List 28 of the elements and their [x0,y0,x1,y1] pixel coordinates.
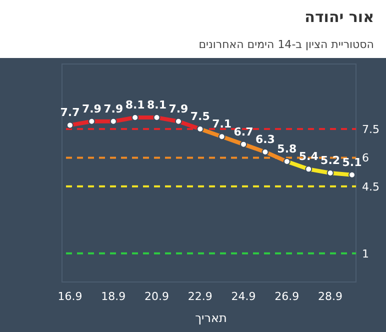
x-tick-label: 28.9 [318,290,343,303]
x-tick-label: 22.9 [188,290,212,303]
data-label: 8.1 [147,98,167,112]
chart-subtitle: הסטוריית הציון ב-14 הימים האחרונים [198,38,374,51]
data-label: 5.4 [298,150,319,164]
data-label: 5.2 [320,154,340,167]
data-label: 7.5 [190,110,210,124]
data-label: 6.3 [255,132,275,146]
x-tick-label: 20.9 [144,290,170,303]
ref-line-label: 7.5 [362,123,380,136]
ref-line-label: 6 [362,152,369,165]
chart-title: אור יהודה [304,8,374,26]
data-label: 7.9 [168,102,188,116]
data-label: 5.8 [277,142,297,156]
data-label: 5.1 [342,156,362,169]
ref-line-label: 4.5 [362,180,380,194]
data-label: 8.1 [125,98,145,112]
data-label: 6.7 [234,125,254,138]
data-label: 7.1 [212,118,232,131]
data-label: 7.9 [82,102,102,116]
x-tick-label: 26.9 [274,290,300,303]
x-tick-label: 24.9 [231,290,256,303]
ref-line-label: 1 [362,247,369,260]
data-label: 7.7 [60,106,80,120]
x-axis-title: תאריך [195,311,227,325]
x-tick-label: 18.9 [101,290,126,303]
data-label: 7.9 [104,102,124,116]
x-tick-label: 16.9 [58,290,82,303]
